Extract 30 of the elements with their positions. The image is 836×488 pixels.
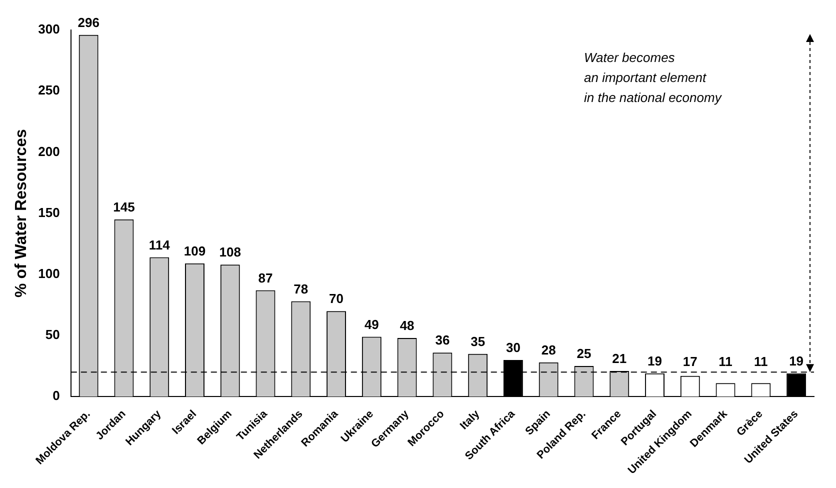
y-axis-title: % of Water Resources [13, 129, 30, 298]
y-tick-label: 50 [45, 327, 60, 342]
data-label: 11 [718, 354, 732, 370]
data-label: 78 [294, 281, 308, 296]
annotation: Water becomes an important element in the national economy [584, 50, 723, 106]
data-label: 87 [258, 270, 273, 286]
data-label: 19 [789, 353, 804, 368]
data-label: 30 [506, 340, 520, 356]
data-label: 35 [470, 334, 486, 349]
data-label: 108 [219, 244, 241, 260]
data-label: 70 [329, 291, 344, 306]
data-label: 28 [541, 342, 556, 358]
data-label: 25 [576, 346, 592, 362]
data-label: 11 [754, 354, 768, 370]
data-label: 19 [648, 353, 662, 368]
y-tick-label: 250 [38, 82, 60, 98]
data-label: 36 [435, 332, 450, 348]
data-label: 145 [113, 199, 135, 214]
data-label: 114 [148, 237, 171, 252]
data-label: 17 [682, 354, 698, 370]
y-tick-label: 300 [38, 22, 60, 37]
data-label: 296 [78, 14, 100, 30]
y-tick-label: 100 [38, 266, 60, 281]
y-tick-label: 150 [38, 204, 60, 220]
y-tick-label: 200 [38, 144, 60, 159]
data-label: 109 [184, 243, 206, 258]
data-label: 21 [612, 351, 627, 366]
y-tick-label: 0 [52, 388, 60, 404]
data-label: 48 [400, 318, 414, 334]
data-label: 49 [364, 316, 379, 332]
